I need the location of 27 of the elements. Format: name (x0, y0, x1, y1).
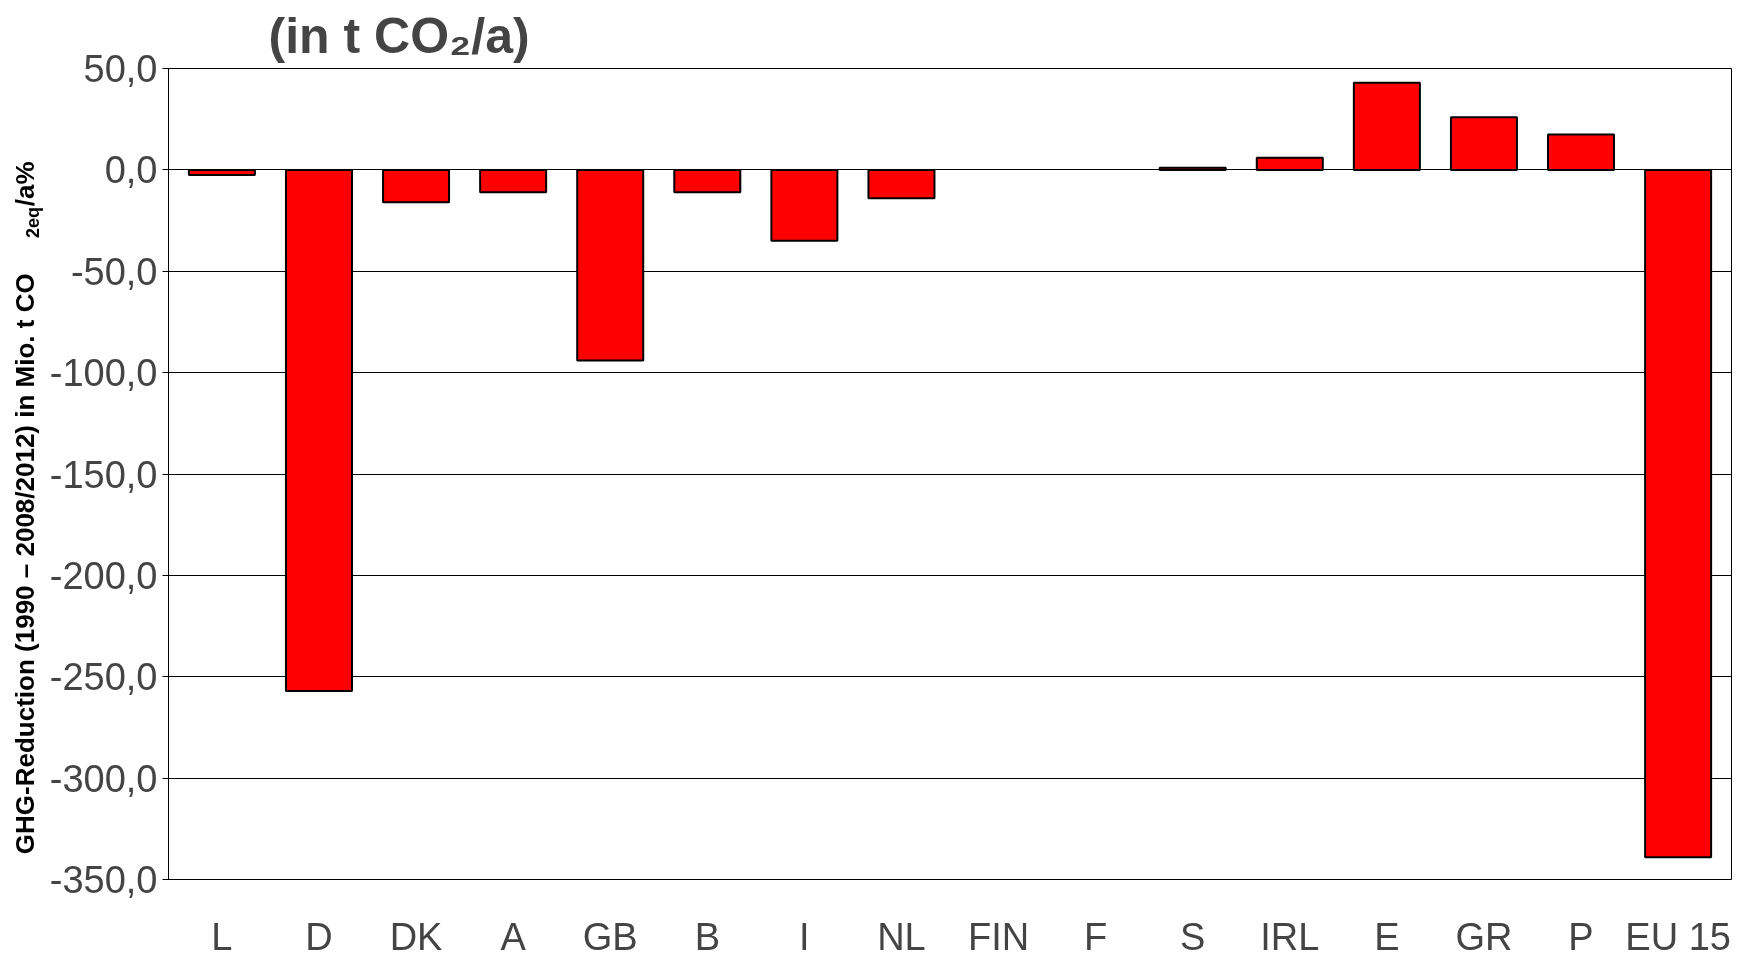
x-tick-label: NL (877, 915, 926, 958)
x-tick-label: P (1568, 915, 1594, 958)
y-tick-label: -100,0 (49, 352, 158, 395)
y-tick-label: -300,0 (49, 757, 158, 800)
y-tick-label: 0,0 (104, 149, 158, 192)
x-tick-label: DK (389, 915, 443, 958)
y-tick-label: -50,0 (70, 250, 158, 293)
x-tick-label: EU 15 (1625, 915, 1731, 958)
x-tick-label: D (305, 915, 333, 958)
x-tick-label: S (1180, 915, 1206, 958)
x-tick-label: GR (1455, 915, 1513, 958)
y-tick-label: -250,0 (49, 656, 158, 699)
x-tick-label: F (1084, 915, 1108, 958)
y-tick-label: -350,0 (49, 859, 158, 901)
x-tick-label: L (211, 915, 233, 958)
y-tick-label: -200,0 (49, 554, 158, 597)
x-tick-label: E (1374, 915, 1400, 958)
x-tick-label: GB (582, 915, 638, 958)
x-tick-label: B (694, 915, 720, 958)
x-tick-label: IRL (1260, 915, 1320, 958)
y-tick-label: 50,0 (83, 48, 158, 90)
x-tick-label: A (500, 915, 527, 958)
text: GHG-Reduction (1990 – 2008/2012) in Mio. t CO2eq/a% (9, 161, 43, 855)
chart-title: (in t CO₂/a) (268, 7, 530, 64)
y-tick-label: -150,0 (49, 453, 158, 496)
x-tick-label: FIN (967, 915, 1030, 958)
x-tick-label: I (799, 915, 810, 958)
